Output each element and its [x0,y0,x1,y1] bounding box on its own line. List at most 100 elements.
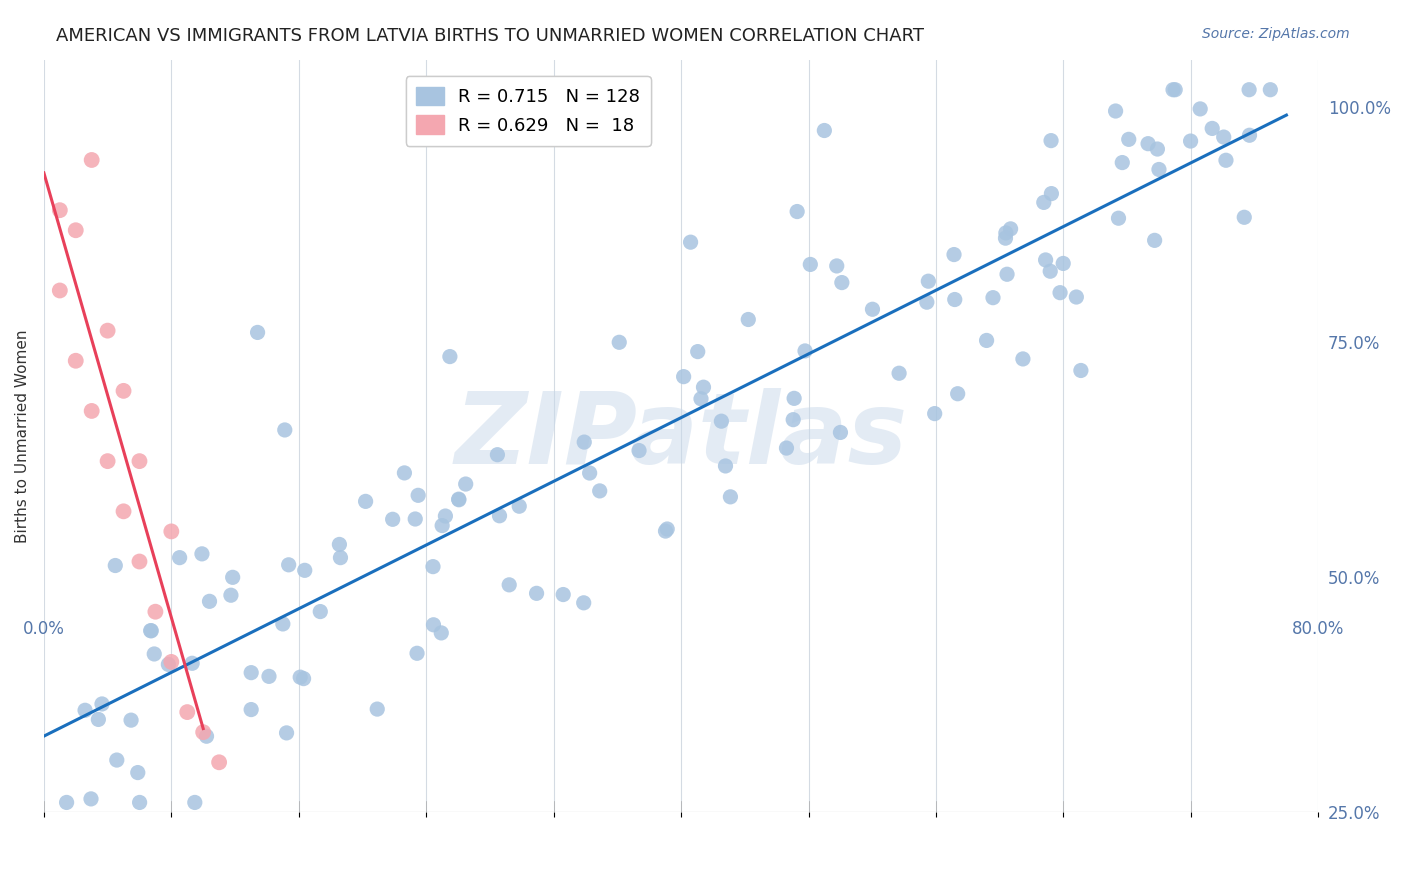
Point [1104,103,1126,118]
Point [112,504,135,518]
Point [128,454,150,468]
Point [274,423,297,437]
Point [1215,153,1237,168]
Point [176,705,198,719]
Point [198,594,221,608]
Point [120,713,142,727]
Point [1146,142,1168,156]
Point [943,293,966,307]
Point [786,204,808,219]
Point [160,524,183,539]
Point [994,226,1017,240]
Point [329,550,352,565]
Point [439,350,461,364]
Point [105,753,128,767]
Point [221,570,243,584]
Point [80,153,103,167]
Point [309,605,332,619]
Point [862,302,884,317]
Point [157,657,180,672]
Point [498,578,520,592]
Point [366,702,388,716]
Point [1070,363,1092,377]
Point [1212,130,1234,145]
Point [981,291,1004,305]
Point [430,626,453,640]
Point [181,657,204,671]
Point [246,326,269,340]
Point [679,235,702,249]
Point [145,605,167,619]
Point [943,247,966,261]
Point [488,508,510,523]
Point [277,558,299,572]
Point [422,617,444,632]
Point [80,792,103,806]
Point [434,509,457,524]
Point [574,435,596,450]
Point [1137,136,1160,151]
Point [995,267,1018,281]
Point [794,343,817,358]
Point [1237,83,1260,97]
Point [49,284,72,298]
Text: ZIPatlas: ZIPatlas [454,387,908,484]
Point [290,670,312,684]
Point [193,725,215,739]
Point [354,494,377,508]
Point [219,588,242,602]
Point [139,624,162,638]
Point [404,512,426,526]
Point [657,522,679,536]
Point [486,448,509,462]
Point [508,500,530,514]
Point [75,703,97,717]
Point [1111,155,1133,169]
Legend: R = 0.715   N = 128, R = 0.629   N =  18: R = 0.715 N = 128, R = 0.629 N = 18 [405,76,651,145]
Point [1118,132,1140,146]
Point [1039,264,1062,278]
Point [49,203,72,218]
Text: 80.0%: 80.0% [1292,621,1344,639]
Point [1147,162,1170,177]
Point [946,386,969,401]
Point [1035,252,1057,267]
Point [1049,285,1071,300]
Point [381,512,404,526]
Point [783,392,806,406]
Point [1052,256,1074,270]
Point [737,312,759,326]
Point [578,466,600,480]
Point [672,369,695,384]
Point [394,466,416,480]
Point [690,392,713,406]
Point [1000,222,1022,236]
Point [294,563,316,577]
Point [143,647,166,661]
Point [447,492,470,507]
Point [1180,134,1202,148]
Point [994,231,1017,245]
Point [128,555,150,569]
Point [91,697,114,711]
Point [628,443,651,458]
Point [160,655,183,669]
Point [1233,211,1256,225]
Point [553,588,575,602]
Point [454,477,477,491]
Point [1066,290,1088,304]
Point [976,334,998,348]
Point [1143,233,1166,247]
Point [825,259,848,273]
Point [692,380,714,394]
Point [141,624,163,638]
Point [813,123,835,137]
Point [422,559,444,574]
Point [55,796,77,810]
Point [775,441,797,455]
Point [1164,83,1187,97]
Y-axis label: Births to Unmarried Women: Births to Unmarried Women [15,329,30,543]
Point [276,726,298,740]
Point [1201,121,1223,136]
Point [169,550,191,565]
